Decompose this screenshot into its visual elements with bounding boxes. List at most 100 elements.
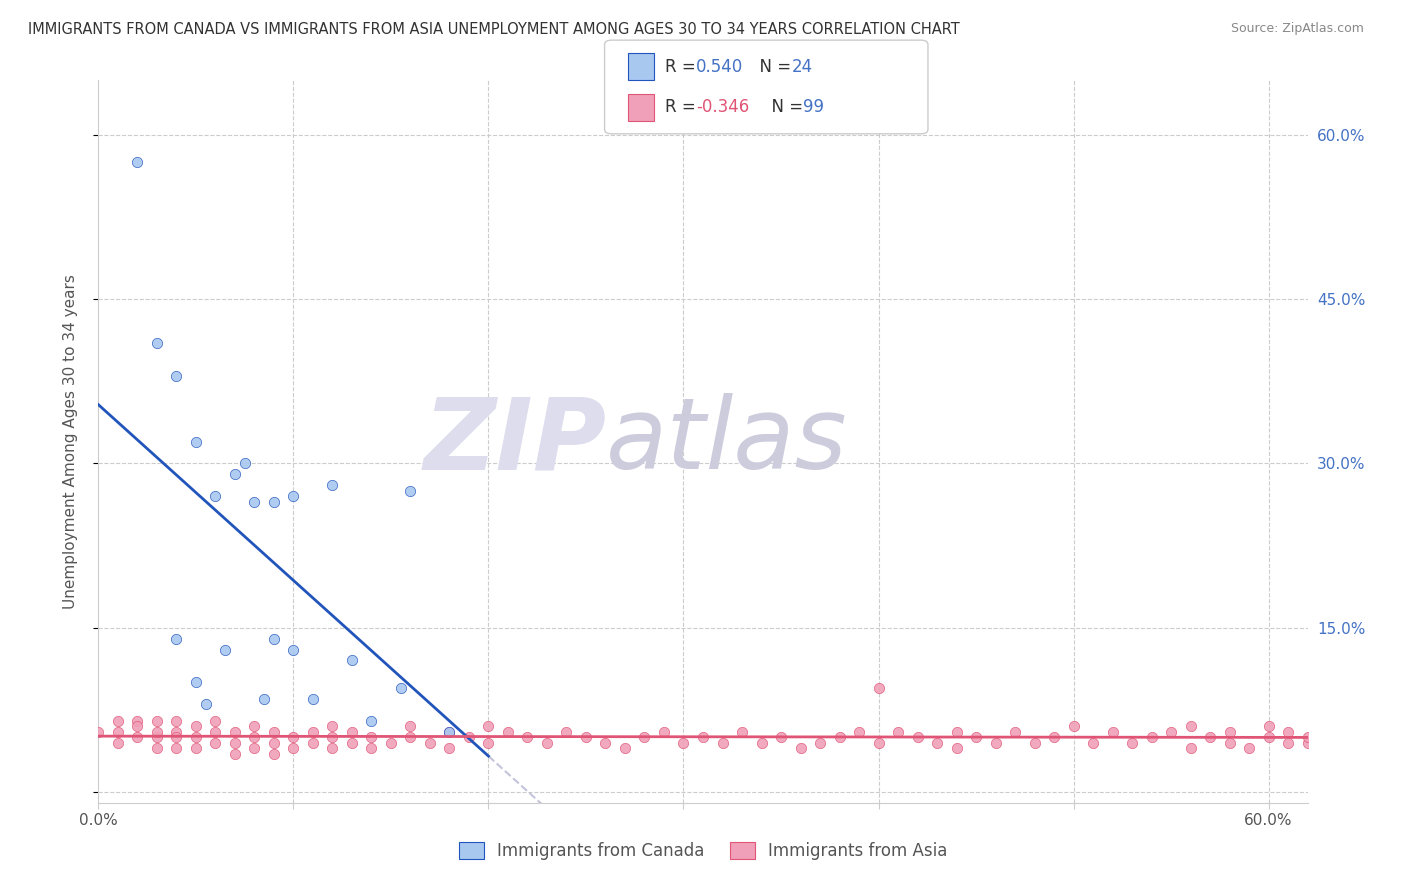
Point — [165, 714, 187, 728]
Text: 24: 24 — [792, 58, 813, 76]
Point — [614, 741, 637, 756]
Point — [1160, 724, 1182, 739]
Point — [536, 735, 558, 749]
Point — [1257, 719, 1279, 733]
Point — [652, 724, 675, 739]
Point — [633, 730, 655, 744]
Point — [107, 735, 129, 749]
Text: ZIP: ZIP — [423, 393, 606, 490]
Point — [399, 730, 422, 744]
Point — [321, 478, 343, 492]
Point — [731, 724, 754, 739]
Point — [1140, 730, 1163, 744]
Point — [184, 741, 207, 756]
Point — [321, 730, 343, 744]
Point — [555, 724, 578, 739]
Point — [263, 747, 285, 761]
Point — [340, 724, 363, 739]
Point — [1277, 724, 1299, 739]
Point — [146, 741, 169, 756]
Point — [302, 735, 325, 749]
Point — [389, 681, 412, 695]
Text: atlas: atlas — [606, 393, 848, 490]
Point — [477, 735, 499, 749]
Text: N =: N = — [749, 58, 797, 76]
Point — [340, 653, 363, 667]
Point — [1180, 719, 1202, 733]
Point — [165, 724, 187, 739]
Point — [1277, 735, 1299, 749]
Point — [165, 730, 187, 744]
Point — [1199, 730, 1222, 744]
Point — [360, 714, 382, 728]
Point — [302, 724, 325, 739]
Point — [204, 489, 226, 503]
Point — [127, 714, 149, 728]
Point — [419, 735, 441, 749]
Point — [711, 735, 734, 749]
Point — [1063, 719, 1085, 733]
Y-axis label: Unemployment Among Ages 30 to 34 years: Unemployment Among Ages 30 to 34 years — [63, 274, 77, 609]
Point — [808, 735, 831, 749]
Point — [243, 494, 266, 508]
Point — [575, 730, 598, 744]
Point — [692, 730, 714, 744]
Text: 99: 99 — [803, 98, 824, 117]
Point — [146, 730, 169, 744]
Point — [283, 730, 305, 744]
Point — [868, 735, 890, 749]
Point — [283, 642, 305, 657]
Text: 0.540: 0.540 — [696, 58, 744, 76]
Point — [224, 724, 246, 739]
Point — [204, 724, 226, 739]
Point — [868, 681, 890, 695]
Point — [263, 724, 285, 739]
Text: R =: R = — [665, 98, 702, 117]
Point — [243, 719, 266, 733]
Point — [1219, 735, 1241, 749]
Point — [243, 741, 266, 756]
Point — [439, 724, 461, 739]
Point — [194, 698, 217, 712]
Point — [214, 642, 236, 657]
Point — [887, 724, 910, 739]
Point — [263, 632, 285, 646]
Text: Source: ZipAtlas.com: Source: ZipAtlas.com — [1230, 22, 1364, 36]
Text: IMMIGRANTS FROM CANADA VS IMMIGRANTS FROM ASIA UNEMPLOYMENT AMONG AGES 30 TO 34 : IMMIGRANTS FROM CANADA VS IMMIGRANTS FRO… — [28, 22, 960, 37]
Point — [1219, 724, 1241, 739]
Point — [439, 724, 461, 739]
Point — [146, 336, 169, 351]
Text: N =: N = — [761, 98, 808, 117]
Point — [165, 632, 187, 646]
Point — [769, 730, 792, 744]
Point — [1180, 741, 1202, 756]
Legend: Immigrants from Canada, Immigrants from Asia: Immigrants from Canada, Immigrants from … — [453, 835, 953, 867]
Point — [283, 489, 305, 503]
Point — [1004, 724, 1026, 739]
Point — [1081, 735, 1104, 749]
Point — [439, 741, 461, 756]
Point — [1121, 735, 1143, 749]
Point — [127, 730, 149, 744]
Point — [828, 730, 851, 744]
Point — [477, 719, 499, 733]
Point — [945, 724, 967, 739]
Text: -0.346: -0.346 — [696, 98, 749, 117]
Point — [243, 730, 266, 744]
Point — [1296, 735, 1319, 749]
Point — [321, 719, 343, 733]
Point — [184, 719, 207, 733]
Point — [107, 714, 129, 728]
Point — [146, 714, 169, 728]
Point — [399, 719, 422, 733]
Point — [224, 747, 246, 761]
Point — [283, 741, 305, 756]
Point — [380, 735, 402, 749]
Point — [496, 724, 519, 739]
Point — [925, 735, 948, 749]
Point — [672, 735, 695, 749]
Point — [204, 735, 226, 749]
Text: R =: R = — [665, 58, 702, 76]
Point — [360, 741, 382, 756]
Point — [945, 741, 967, 756]
